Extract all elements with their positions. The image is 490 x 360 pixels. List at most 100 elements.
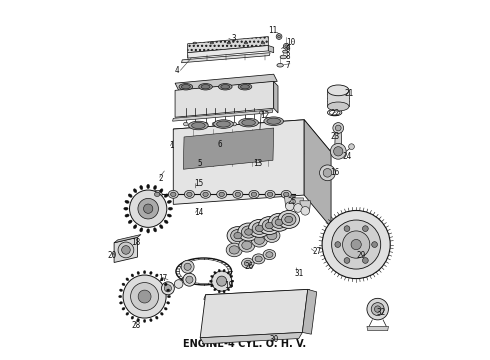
Polygon shape	[172, 110, 273, 121]
Ellipse shape	[210, 42, 214, 44]
Circle shape	[319, 165, 335, 181]
Polygon shape	[114, 234, 141, 243]
Ellipse shape	[242, 258, 254, 268]
Ellipse shape	[164, 307, 167, 310]
Ellipse shape	[261, 42, 265, 44]
Ellipse shape	[231, 280, 234, 282]
Ellipse shape	[154, 192, 160, 197]
Ellipse shape	[277, 63, 283, 67]
Ellipse shape	[168, 190, 178, 198]
Ellipse shape	[210, 280, 212, 282]
Ellipse shape	[283, 50, 288, 53]
Text: 17: 17	[158, 274, 167, 283]
Ellipse shape	[245, 229, 252, 235]
Ellipse shape	[264, 229, 280, 242]
Ellipse shape	[199, 84, 212, 90]
Text: 10: 10	[286, 38, 295, 47]
Ellipse shape	[168, 207, 172, 210]
Ellipse shape	[140, 228, 143, 232]
Ellipse shape	[252, 222, 267, 234]
Polygon shape	[181, 53, 270, 63]
Ellipse shape	[285, 216, 293, 223]
Polygon shape	[188, 45, 269, 58]
Ellipse shape	[327, 102, 349, 111]
Circle shape	[335, 242, 341, 247]
Circle shape	[118, 242, 134, 258]
Circle shape	[372, 242, 377, 247]
Polygon shape	[188, 37, 269, 53]
Ellipse shape	[223, 269, 225, 272]
Circle shape	[131, 283, 159, 311]
Ellipse shape	[227, 288, 230, 291]
Polygon shape	[175, 81, 274, 117]
Ellipse shape	[126, 312, 129, 315]
Text: 8: 8	[285, 52, 290, 61]
Text: 22: 22	[330, 109, 339, 118]
Ellipse shape	[327, 85, 349, 96]
Ellipse shape	[252, 254, 265, 264]
Circle shape	[285, 45, 288, 48]
Circle shape	[278, 35, 280, 38]
Ellipse shape	[167, 214, 171, 217]
Polygon shape	[200, 332, 302, 344]
Ellipse shape	[122, 307, 125, 310]
Ellipse shape	[179, 84, 193, 90]
Ellipse shape	[187, 192, 192, 197]
Text: 31: 31	[294, 269, 303, 278]
Ellipse shape	[160, 189, 163, 193]
Text: 32: 32	[377, 308, 386, 317]
Ellipse shape	[226, 243, 243, 257]
Ellipse shape	[227, 42, 231, 44]
Circle shape	[363, 226, 368, 231]
Ellipse shape	[167, 289, 170, 292]
Ellipse shape	[278, 211, 299, 228]
Ellipse shape	[189, 121, 208, 130]
Ellipse shape	[155, 274, 158, 277]
Ellipse shape	[192, 122, 205, 129]
Text: 9: 9	[285, 45, 290, 54]
Ellipse shape	[256, 160, 259, 163]
Circle shape	[330, 143, 346, 159]
Circle shape	[335, 125, 341, 131]
Circle shape	[186, 276, 193, 283]
Circle shape	[283, 43, 289, 49]
Circle shape	[161, 282, 174, 295]
Ellipse shape	[124, 207, 128, 210]
Text: 18: 18	[131, 238, 140, 247]
Circle shape	[367, 298, 389, 320]
Circle shape	[138, 198, 158, 219]
Ellipse shape	[259, 111, 263, 114]
Circle shape	[334, 147, 343, 156]
Ellipse shape	[242, 241, 252, 249]
Ellipse shape	[153, 228, 157, 232]
Ellipse shape	[184, 190, 195, 198]
Ellipse shape	[126, 278, 129, 281]
Ellipse shape	[282, 213, 296, 226]
Text: 3: 3	[232, 34, 237, 43]
Text: 16: 16	[330, 168, 339, 177]
Text: 19: 19	[224, 281, 234, 290]
Ellipse shape	[133, 189, 137, 193]
Ellipse shape	[122, 283, 125, 286]
Ellipse shape	[229, 246, 239, 254]
Text: 13: 13	[253, 159, 262, 168]
Text: 29: 29	[357, 251, 366, 260]
Ellipse shape	[264, 117, 284, 126]
Ellipse shape	[149, 271, 152, 275]
Circle shape	[184, 263, 191, 270]
Text: 15: 15	[194, 179, 203, 188]
Polygon shape	[200, 289, 308, 338]
Ellipse shape	[168, 295, 171, 298]
Ellipse shape	[266, 222, 273, 229]
Circle shape	[363, 258, 368, 264]
Ellipse shape	[119, 295, 122, 298]
Ellipse shape	[149, 319, 152, 322]
Text: 7: 7	[286, 61, 291, 70]
Text: 26: 26	[244, 262, 253, 271]
Circle shape	[343, 231, 370, 258]
Ellipse shape	[164, 220, 168, 224]
Circle shape	[332, 220, 381, 269]
Ellipse shape	[248, 220, 270, 237]
Ellipse shape	[280, 55, 287, 59]
Circle shape	[122, 246, 130, 254]
